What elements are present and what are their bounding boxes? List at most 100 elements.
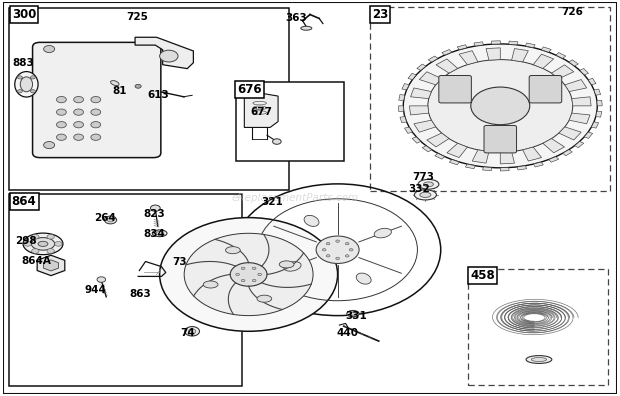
Circle shape	[230, 263, 267, 286]
Polygon shape	[37, 255, 65, 276]
Bar	[468, 268, 608, 385]
Text: 298: 298	[16, 236, 37, 246]
Text: 363: 363	[285, 13, 306, 23]
Circle shape	[326, 255, 330, 257]
Ellipse shape	[110, 81, 119, 86]
Text: 613: 613	[148, 90, 169, 100]
Text: 864A: 864A	[22, 256, 51, 266]
Polygon shape	[447, 143, 467, 158]
Text: 23: 23	[372, 8, 388, 21]
Ellipse shape	[23, 233, 63, 255]
Ellipse shape	[374, 228, 391, 238]
Ellipse shape	[284, 262, 301, 271]
Polygon shape	[552, 65, 574, 79]
Circle shape	[135, 84, 141, 88]
Circle shape	[56, 109, 66, 115]
Circle shape	[336, 240, 340, 242]
Text: 332: 332	[408, 184, 430, 194]
Polygon shape	[596, 111, 602, 117]
Circle shape	[345, 255, 349, 257]
Text: 773: 773	[412, 172, 435, 182]
Polygon shape	[575, 141, 584, 148]
Circle shape	[349, 249, 353, 251]
Ellipse shape	[203, 281, 218, 288]
Ellipse shape	[20, 77, 33, 92]
Ellipse shape	[304, 215, 319, 227]
FancyBboxPatch shape	[33, 42, 161, 158]
Ellipse shape	[347, 310, 359, 317]
Text: 726: 726	[562, 7, 583, 17]
Polygon shape	[459, 51, 478, 65]
Circle shape	[252, 280, 256, 282]
Circle shape	[30, 89, 35, 93]
Polygon shape	[457, 45, 467, 50]
Circle shape	[55, 242, 62, 246]
Circle shape	[43, 46, 55, 53]
Text: 331: 331	[345, 310, 368, 321]
Polygon shape	[597, 100, 602, 106]
Circle shape	[159, 218, 338, 331]
Polygon shape	[533, 54, 554, 69]
Polygon shape	[523, 147, 541, 161]
Polygon shape	[399, 95, 405, 101]
Circle shape	[188, 329, 196, 334]
Polygon shape	[399, 106, 404, 112]
Text: eReplacementParts.com: eReplacementParts.com	[231, 193, 358, 203]
Polygon shape	[427, 133, 449, 147]
Polygon shape	[410, 88, 432, 99]
Text: 823: 823	[143, 209, 165, 219]
Polygon shape	[559, 127, 581, 140]
Polygon shape	[404, 127, 412, 133]
Polygon shape	[565, 80, 587, 91]
Ellipse shape	[257, 295, 272, 302]
Polygon shape	[408, 73, 416, 80]
Circle shape	[43, 141, 55, 148]
Circle shape	[316, 236, 359, 263]
Ellipse shape	[418, 179, 439, 189]
Ellipse shape	[301, 26, 312, 30]
Circle shape	[403, 44, 597, 168]
Polygon shape	[541, 47, 551, 52]
Text: 440: 440	[337, 328, 358, 338]
Ellipse shape	[38, 241, 48, 246]
Circle shape	[17, 76, 22, 79]
Circle shape	[151, 205, 160, 211]
Circle shape	[273, 139, 281, 144]
Circle shape	[241, 267, 245, 270]
FancyBboxPatch shape	[529, 76, 562, 103]
Ellipse shape	[156, 232, 163, 235]
Polygon shape	[543, 139, 565, 153]
FancyBboxPatch shape	[484, 126, 516, 153]
Ellipse shape	[153, 230, 167, 237]
Polygon shape	[466, 164, 475, 169]
Polygon shape	[43, 260, 58, 271]
Circle shape	[252, 267, 256, 270]
Ellipse shape	[531, 358, 547, 362]
Polygon shape	[533, 162, 543, 167]
Text: 321: 321	[261, 197, 283, 207]
Circle shape	[97, 277, 105, 282]
Polygon shape	[472, 150, 489, 163]
Polygon shape	[417, 64, 426, 70]
Text: 864: 864	[12, 195, 37, 208]
Bar	[9, 194, 242, 386]
Circle shape	[17, 89, 22, 93]
Polygon shape	[244, 92, 278, 128]
Ellipse shape	[226, 247, 240, 254]
Polygon shape	[435, 153, 445, 159]
Circle shape	[74, 122, 84, 128]
Circle shape	[184, 233, 313, 316]
Polygon shape	[428, 56, 438, 62]
Polygon shape	[474, 42, 484, 46]
Text: 73: 73	[172, 257, 187, 267]
Polygon shape	[492, 41, 500, 44]
Polygon shape	[500, 152, 515, 164]
Polygon shape	[414, 120, 436, 132]
Ellipse shape	[423, 182, 433, 187]
Circle shape	[91, 122, 100, 128]
Polygon shape	[436, 59, 458, 73]
Text: 677: 677	[250, 107, 272, 117]
Polygon shape	[412, 137, 421, 143]
Text: 81: 81	[112, 86, 127, 96]
Polygon shape	[517, 166, 526, 170]
